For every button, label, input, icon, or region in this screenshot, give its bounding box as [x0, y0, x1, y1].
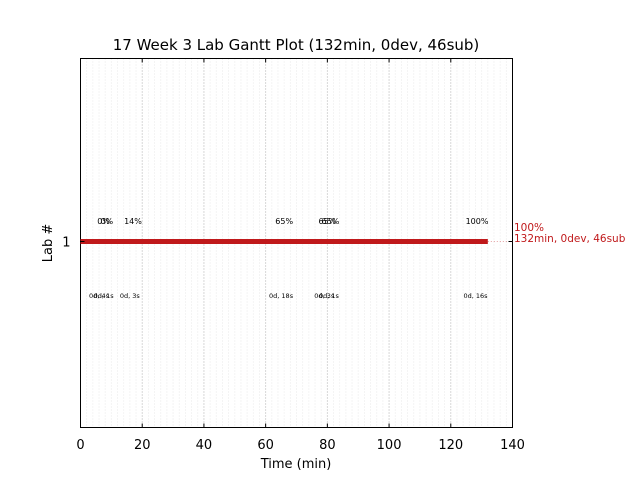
bar-end-summary-label: 132min, 0dev, 46sub	[514, 233, 626, 245]
percent-annotation: 65%	[322, 217, 340, 226]
percent-annotation: 65%	[275, 217, 293, 226]
percent-annotation: 0%	[97, 217, 110, 226]
duration-annotation: 0d, 3s	[314, 292, 335, 300]
x-tick-label: 140	[500, 438, 525, 453]
y-axis-label: Lab #	[41, 224, 56, 263]
duration-annotation: 0d, 16s	[463, 292, 488, 300]
x-tick-label: 60	[257, 438, 274, 453]
x-tick-label: 100	[377, 438, 402, 453]
duration-annotation: 0d, 4s	[89, 292, 110, 300]
percent-annotation: 65%	[318, 217, 336, 226]
percent-annotation: 0%	[100, 217, 113, 226]
y-axis-ticks: 1	[62, 236, 513, 251]
chart-title: 17 Week 3 Lab Gantt Plot (132min, 0dev, …	[113, 36, 480, 54]
duration-annotation: 0d, 18s	[269, 292, 294, 300]
bar-end-percent-label: 100%	[514, 222, 544, 234]
percent-annotation: 100%	[466, 217, 489, 226]
duration-annotation: 0d, 1s	[319, 292, 340, 300]
x-tick-label: 0	[76, 438, 84, 453]
x-tick-label: 80	[319, 438, 336, 453]
duration-annotation: 0d, 1s	[94, 292, 115, 300]
bars	[80, 239, 513, 244]
x-tick-label: 40	[196, 438, 213, 453]
gantt-bar	[80, 239, 488, 244]
x-axis-label: Time (min)	[260, 457, 332, 472]
percent-annotation: 14%	[124, 217, 142, 226]
duration-annotation: 0d, 3s	[120, 292, 141, 300]
x-tick-label: 20	[134, 438, 151, 453]
x-axis-ticks: 0 20 40 60 80 100 120 140	[76, 58, 525, 453]
x-tick-label: 120	[438, 438, 463, 453]
y-tick-label: 1	[62, 236, 70, 251]
